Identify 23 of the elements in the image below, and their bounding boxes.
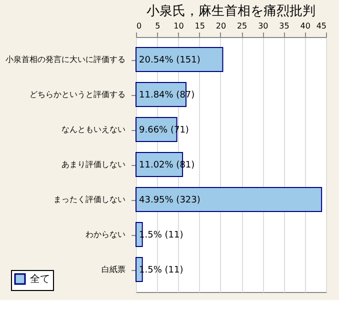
y-tick-label: まったく評価しない [54,195,126,204]
y-tick-label: なんともいえない [62,125,126,134]
x-tick-label: 45 [316,22,326,30]
x-tick-label: 10 [174,22,184,30]
x-tick-label: 25 [236,22,248,30]
data-label: 43.95% (323) [139,196,200,206]
y-tick-label: わからない [86,230,126,239]
y-tick-label: どちらかというと評価する [30,90,126,99]
bar [136,47,224,72]
x-tick-label: 5 [155,22,160,30]
x-tick-label: 15 [194,22,205,30]
x-tick-label: 20 [216,22,226,30]
y-tick-label: あまり評価しない [62,160,126,169]
bar [136,187,322,212]
y-tick-label: 小泉首相の発言に大いに評価する [6,55,126,64]
chart-title: 小泉氏，麻生首相を痛烈批判 [146,4,316,19]
data-label: 20.54% (151) [139,56,200,66]
legend-label: 全て [30,273,50,285]
x-tick-label: 35 [279,22,290,30]
x-tick-label: 30 [258,22,268,30]
x-tick-label: 0 [136,22,142,30]
x-tick-label: 40 [300,22,310,30]
y-tick-label: 白紙票 [102,265,126,274]
